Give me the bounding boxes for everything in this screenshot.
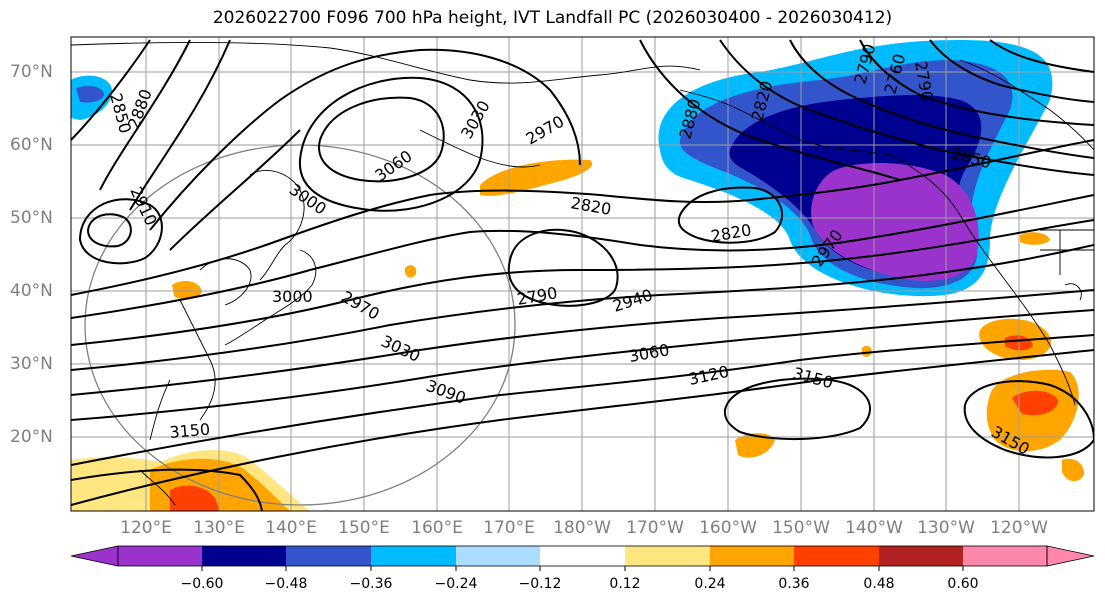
contour-label: 3150 [169,420,211,442]
colorbar-tick-label: −0.60 [180,576,224,592]
lat-label: 20°N [10,427,53,447]
lon-label: 150°E [338,518,390,538]
colorbar-segment [625,546,710,566]
lat-label: 40°N [10,281,53,301]
colorbar-max-extend [1046,545,1095,567]
lon-label: 160°E [411,518,463,538]
lon-label: 120°E [120,518,172,538]
colorbar-tick-label: 0.60 [947,576,979,592]
height-contours [71,39,1094,511]
colorbar-tick-label: 0.24 [694,576,726,592]
colorbar-segment [371,546,456,566]
lon-label: 180°W [553,518,611,538]
lat-label: 70°N [10,62,53,82]
colorbar-tick-label: −0.12 [518,576,562,592]
colorbar-segment [540,546,625,566]
plot-frame [70,36,1095,512]
colorbar-segment [202,546,286,566]
colorbar-segment [879,546,963,566]
lon-label: 130°W [917,518,975,538]
colorbar-segment [710,546,794,566]
colorbar-segment [963,546,1047,566]
colorbar-tick-label: −0.36 [349,576,393,592]
lon-label: 140°W [845,518,903,538]
colorbar-tick-label: 0.36 [778,576,810,592]
range-circle [84,144,516,506]
colorbar [70,545,1095,571]
lat-label: 30°N [10,354,53,374]
lon-label: 170°E [483,518,535,538]
colorbar-tick-label: 0.12 [609,576,641,592]
lon-label: 140°E [265,518,317,538]
lon-label: 130°E [193,518,245,538]
ivt-positive-bering [480,159,593,196]
colorbar-tick-label: −0.48 [264,576,308,592]
ivt-shading [71,40,1085,511]
colorbar-segment [794,546,879,566]
lon-label: 120°W [990,518,1048,538]
colorbar-segment [118,546,202,566]
colorbar-tick-label: −0.24 [434,576,478,592]
lon-label: 150°W [772,518,830,538]
contour-label: 3000 [272,287,313,306]
lon-label: 170°W [626,518,684,538]
colorbar-segment [286,546,371,566]
lat-label: 50°N [10,208,53,228]
map-title: 2026022700 F096 700 hPa height, IVT Land… [212,8,893,28]
lon-label: 160°W [699,518,757,538]
coastlines [71,41,1094,506]
lat-label: 60°N [10,135,53,155]
ivt-negative-core [811,163,979,281]
colorbar-tick-label: 0.48 [863,576,895,592]
colorbar-min-extend [70,545,119,567]
colorbar-segment [456,546,540,566]
